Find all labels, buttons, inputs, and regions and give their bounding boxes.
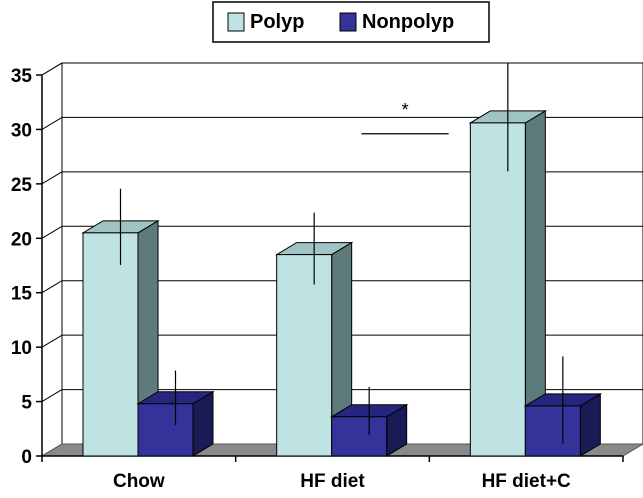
x-tick-label-2: HF diet+C bbox=[482, 471, 571, 492]
y-tick-label-35: 35 bbox=[11, 66, 33, 87]
bar-polyp-2 bbox=[468, 110, 548, 457]
x-tick-label-0: Chow bbox=[113, 471, 165, 492]
y-tick-label-25: 25 bbox=[11, 175, 33, 196]
side-gridline-10 bbox=[41, 334, 63, 348]
significance-label-0: * bbox=[402, 100, 409, 120]
y-tick-label-10: 10 bbox=[11, 338, 32, 359]
y-tick-label-20: 20 bbox=[11, 229, 32, 250]
y-tick-label-0: 0 bbox=[21, 447, 32, 468]
side-gridline-30 bbox=[41, 116, 63, 130]
bar-nonpolyp-2-front bbox=[524, 405, 581, 457]
bar-polyp-2-front bbox=[469, 122, 526, 457]
side-gridline-15 bbox=[41, 280, 63, 294]
y-tick-label-15: 15 bbox=[11, 284, 33, 305]
x-tick-label-1: HF diet bbox=[300, 471, 365, 492]
legend-label-polyp: Polyp bbox=[250, 11, 304, 33]
legend-swatch-polyp bbox=[227, 12, 245, 32]
back-wall bbox=[61, 62, 643, 445]
legend-swatch-nonpolyp bbox=[339, 12, 357, 32]
side-gridline-25 bbox=[41, 171, 63, 185]
y-tick-label-5: 5 bbox=[21, 393, 32, 414]
y-tick-label-30: 30 bbox=[11, 120, 32, 141]
legend-label-nonpolyp: Nonpolyp bbox=[362, 11, 454, 33]
side-gridline-35 bbox=[41, 62, 63, 76]
bar-polyp-1 bbox=[274, 241, 354, 457]
bar-nonpolyp-2 bbox=[523, 393, 603, 457]
side-wall bbox=[41, 62, 63, 457]
bar-nonpolyp-1-front bbox=[331, 416, 388, 457]
side-gridline-5 bbox=[41, 389, 63, 403]
bar-nonpolyp-0-front bbox=[137, 403, 194, 457]
bar-polyp-0 bbox=[81, 219, 160, 457]
bar-polyp-0-front bbox=[82, 232, 139, 457]
side-gridline-20 bbox=[41, 225, 63, 239]
bar-polyp-1-front bbox=[276, 254, 333, 457]
